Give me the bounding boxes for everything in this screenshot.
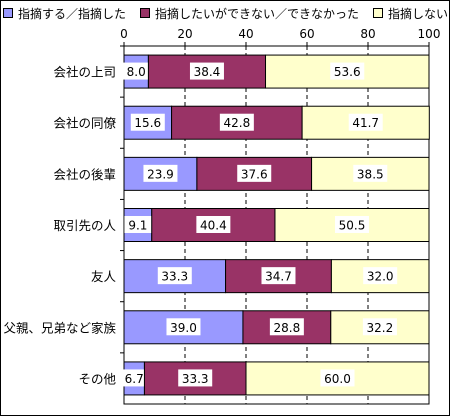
data-label: 60.0	[324, 372, 351, 386]
data-label: 32.2	[367, 321, 394, 335]
data-label: 23.9	[147, 167, 174, 181]
legend-swatch-1	[3, 8, 13, 18]
data-label-box	[363, 267, 398, 285]
legend-item-3: 指摘しない	[373, 5, 448, 22]
data-label-box	[189, 62, 224, 80]
x-tick-label-20: 20	[177, 27, 192, 41]
data-label-box	[334, 216, 369, 233]
data-label: 38.4	[194, 65, 221, 79]
category-label: 会社の上司	[53, 65, 116, 80]
data-label: 6.7	[125, 372, 144, 386]
category-label: 会社の後輩	[53, 167, 116, 182]
category-label: 友人	[91, 269, 117, 284]
data-label: 40.4	[200, 219, 227, 233]
data-label-box	[124, 216, 152, 233]
data-label-box	[219, 113, 254, 131]
category-label: その他	[78, 371, 116, 386]
legend-swatch-3	[373, 8, 384, 18]
x-tick-label-60: 60	[299, 27, 314, 41]
data-label-box	[348, 113, 383, 131]
x-tick-label-40: 40	[238, 27, 253, 41]
category-label: 会社の同僚	[53, 116, 116, 131]
data-label: 34.7	[265, 270, 292, 284]
legend-label-2: 指摘したいができない／できなかった	[155, 6, 360, 21]
data-label-box	[166, 318, 201, 336]
data-label-box	[178, 369, 213, 387]
legend-item-2: 指摘したいができない／できなかった	[140, 5, 359, 22]
legend-swatch-2	[140, 8, 151, 18]
data-label-box	[320, 369, 355, 387]
data-label-box	[330, 62, 365, 80]
data-label: 33.3	[182, 372, 209, 386]
x-tick-label-0: 0	[120, 27, 128, 41]
legend-label-3: 指摘しない	[388, 6, 449, 21]
data-label: 42.8	[223, 116, 250, 130]
category-label: 取引先の人	[53, 218, 116, 233]
data-label: 32.0	[367, 270, 394, 284]
data-label: 15.6	[134, 116, 161, 130]
data-label: 38.5	[357, 167, 384, 181]
data-label: 28.8	[274, 321, 301, 335]
data-label: 9.1	[128, 219, 147, 233]
data-label: 50.5	[339, 219, 366, 233]
data-label-box	[120, 369, 148, 387]
data-label: 37.6	[241, 167, 268, 181]
data-label-box	[130, 113, 165, 131]
data-label: 53.6	[334, 65, 361, 79]
data-label-box	[157, 267, 192, 285]
data-label-box	[269, 318, 304, 336]
data-label-box	[122, 62, 150, 80]
data-label-box	[362, 318, 397, 336]
x-tick-label-80: 80	[360, 27, 375, 41]
data-label-box	[353, 164, 388, 182]
data-label-box	[196, 216, 231, 233]
category-label: 父親、兄弟など家族	[3, 320, 116, 335]
legend: 指摘する／指摘した 指摘したいができない／できなかった 指摘しない	[3, 3, 448, 23]
data-label: 41.7	[352, 116, 379, 130]
data-label: 39.0	[170, 321, 197, 335]
data-label-box	[237, 164, 272, 182]
x-tick-label-100: 100	[418, 27, 441, 41]
data-label-box	[143, 164, 178, 182]
bar-segment-s3	[245, 361, 430, 396]
legend-label-1: 指摘する／指摘した	[18, 6, 127, 21]
data-label: 33.3	[161, 270, 188, 284]
legend-item-1: 指摘する／指摘した	[3, 5, 126, 22]
data-label: 8.0	[127, 65, 146, 79]
data-label-box	[261, 267, 296, 285]
